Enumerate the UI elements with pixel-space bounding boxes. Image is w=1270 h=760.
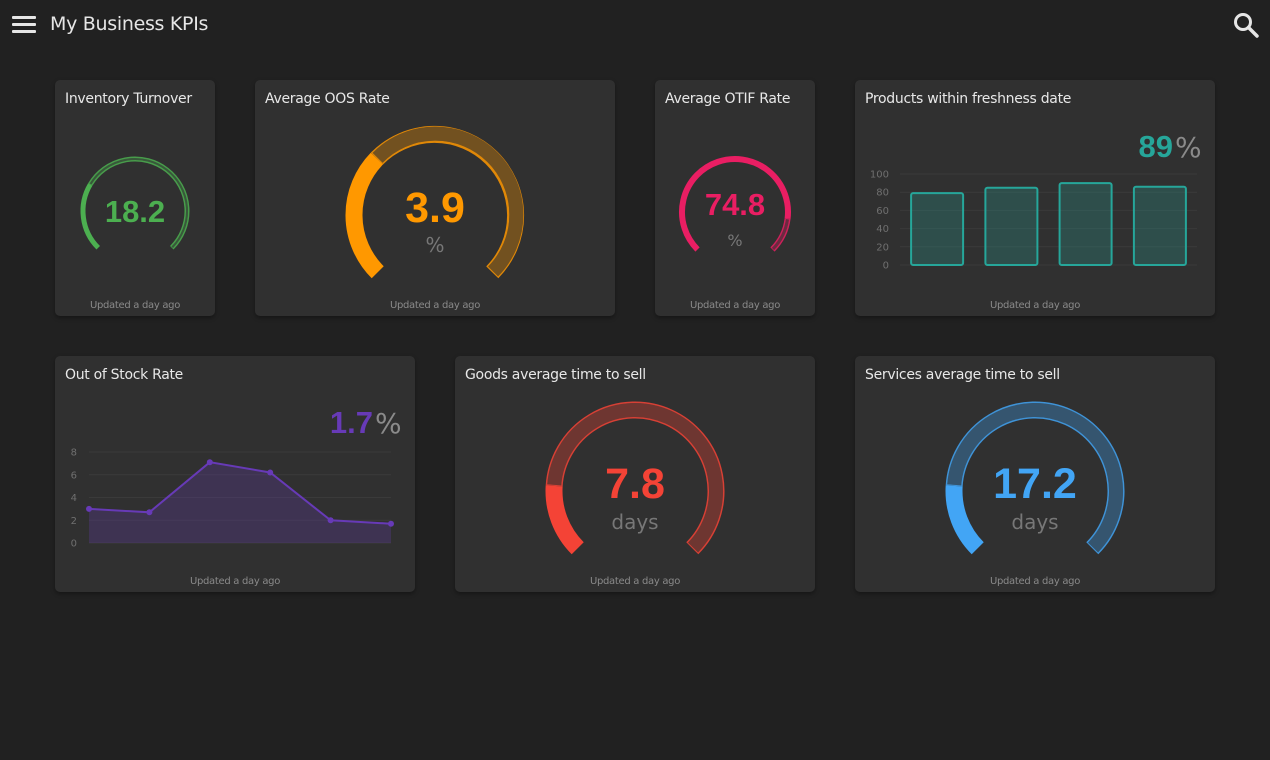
y-tick-label: 8 xyxy=(71,448,77,459)
gauge-track-bg xyxy=(547,403,723,553)
gauge-track-inner xyxy=(89,157,189,248)
gauge-unit: % xyxy=(727,231,742,250)
card-freshness[interactable]: Products within freshness date 0 20 40 60 80… xyxy=(855,80,1215,316)
updated-label: Updated a day ago xyxy=(589,576,681,587)
updated-label: Updated a day ago xyxy=(689,300,781,311)
gauge-fill xyxy=(945,485,984,555)
updated-label: Updated a day ago xyxy=(389,300,481,311)
gauge-fill xyxy=(679,156,791,252)
updated-label: Updated a day ago xyxy=(189,576,281,587)
gauge-unit: % xyxy=(425,233,444,257)
card-title: Average OTIF Rate xyxy=(665,91,791,107)
app-bar: My Business KPIs xyxy=(0,0,1270,52)
out-of-stock-line-chart: 0 2 4 6 8 1.7% xyxy=(71,405,402,550)
card-average-otif-rate[interactable]: Average OTIF Rate 74.8% Updated a day ag… xyxy=(655,80,815,316)
kpi-value: 1.7 xyxy=(330,405,373,440)
card-goods-time-to-sell[interactable]: Goods average time to sell 7.8 days Updat… xyxy=(455,356,815,592)
card-title: Services average time to sell xyxy=(865,367,1060,383)
average-oos-rate-gauge: 3.9% xyxy=(345,126,524,279)
data-point xyxy=(267,469,274,476)
gauge-track-inner xyxy=(947,403,1123,553)
average-otif-rate-gauge: 74.8% xyxy=(679,156,791,252)
inventory-turnover-gauge: 18.2 xyxy=(80,156,190,250)
y-tick-label: 20 xyxy=(876,242,889,253)
bar xyxy=(1058,182,1113,266)
series-line xyxy=(88,461,392,525)
data-point xyxy=(146,509,153,516)
gauge-value: 74.8 xyxy=(705,187,765,222)
bar xyxy=(910,192,965,266)
data-point xyxy=(206,459,213,466)
updated-label: Updated a day ago xyxy=(989,300,1081,311)
app-title: My Business KPIs xyxy=(50,13,209,35)
gauge-track-bg xyxy=(947,403,1123,553)
area-fill xyxy=(89,462,391,543)
data-point xyxy=(388,520,394,527)
updated-label: Updated a day ago xyxy=(89,300,181,311)
search-icon[interactable] xyxy=(1231,10,1261,40)
bar xyxy=(1132,185,1187,266)
y-tick-label: 60 xyxy=(876,206,889,217)
gauge-track-bg xyxy=(771,219,789,250)
kpi-value: 89 xyxy=(1139,129,1173,164)
gauge-value: 17.2 xyxy=(993,460,1077,508)
y-tick-label: 80 xyxy=(876,188,889,199)
card-title: Average OOS Rate xyxy=(265,91,390,107)
kpi-unit: % xyxy=(1175,131,1202,164)
gauge-value: 18.2 xyxy=(105,194,165,229)
card-title: Goods average time to sell xyxy=(465,367,646,383)
bar xyxy=(984,186,1039,266)
gauge-unit: days xyxy=(1011,510,1058,534)
menu-icon[interactable] xyxy=(10,13,38,37)
y-tick-label: 100 xyxy=(870,170,889,181)
y-tick-label: 0 xyxy=(883,261,889,272)
gauge-track-bg xyxy=(372,126,524,277)
y-tick-label: 4 xyxy=(71,493,77,504)
card-out-of-stock-rate[interactable]: Out of Stock Rate 0 2 4 6 8 1.7% Updated a d… xyxy=(55,356,415,592)
gauge-track-inner xyxy=(771,219,789,250)
y-tick-label: 2 xyxy=(71,516,77,527)
gauge-track-inner xyxy=(547,403,723,553)
gauge-value: 7.8 xyxy=(605,460,665,508)
freshness-bar-chart: 0 20 40 60 80 100 89% xyxy=(870,129,1202,272)
gauge-fill xyxy=(345,152,384,279)
card-title: Out of Stock Rate xyxy=(65,367,183,383)
gauge-track-bg xyxy=(89,157,189,248)
card-inventory-turnover[interactable]: Inventory Turnover 18.2 Updated a day ag… xyxy=(55,80,215,316)
updated-label: Updated a day ago xyxy=(989,576,1081,587)
y-tick-label: 6 xyxy=(71,470,77,481)
gauge-fill xyxy=(545,485,584,555)
card-title: Products within freshness date xyxy=(865,91,1072,107)
gauge-value: 3.9 xyxy=(405,184,465,232)
gauge-track-inner xyxy=(372,126,524,277)
card-services-time-to-sell[interactable]: Services average time to sell 17.2 days U… xyxy=(855,356,1215,592)
gauge-fill xyxy=(80,183,101,250)
y-tick-label: 40 xyxy=(876,224,889,235)
y-tick-label: 0 xyxy=(71,539,77,550)
data-point xyxy=(86,505,92,512)
card-average-oos-rate[interactable]: Average OOS Rate 3.9% Updated a day ago xyxy=(255,80,615,316)
kpi-unit: % xyxy=(375,407,402,440)
gauge-unit: days xyxy=(611,510,658,534)
card-title: Inventory Turnover xyxy=(65,91,192,107)
data-point xyxy=(327,517,334,524)
